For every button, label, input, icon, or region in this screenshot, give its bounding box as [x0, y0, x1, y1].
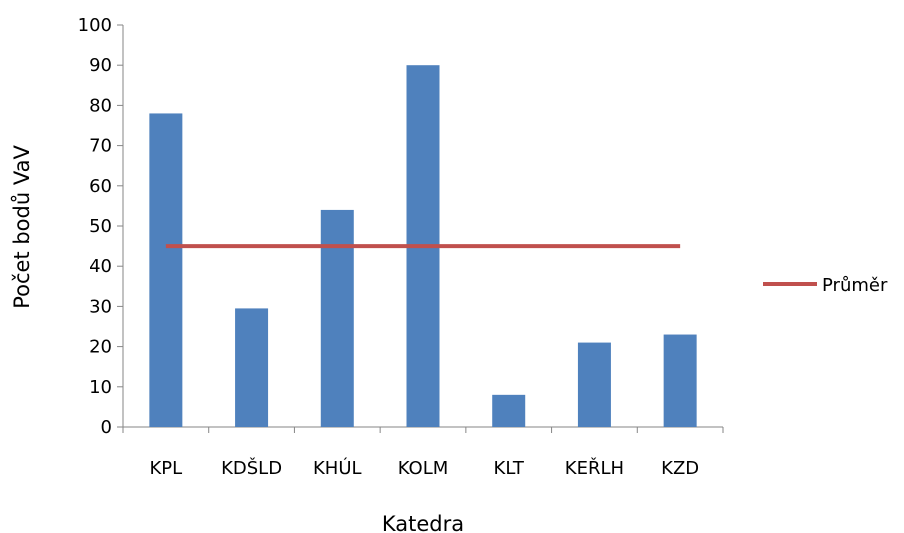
- y-axis: 0 10 20 30 40 50 60 70 80 90 100: [78, 15, 124, 438]
- x-axis-title: Katedra: [382, 512, 464, 533]
- x-tick-label: KEŘLH: [565, 457, 624, 479]
- x-tick-label: KLT: [494, 458, 525, 479]
- x-tick-label: KDŠLD: [221, 457, 282, 479]
- x-axis: KPL KDŠLD KHÚL KOLM KLT KEŘLH KZD: [122, 426, 724, 479]
- x-tick-label: KPL: [150, 458, 183, 479]
- y-tick-label: 10: [89, 377, 112, 398]
- y-ticks: 0 10 20 30 40 50 60 70 80 90 100: [78, 15, 123, 438]
- x-tick-label: KZD: [661, 458, 699, 479]
- bar: [663, 334, 697, 427]
- y-tick-label: 50: [89, 216, 112, 237]
- legend: Průměr: [763, 275, 888, 296]
- y-tick-label: 40: [89, 256, 112, 277]
- y-tick-label: 90: [89, 55, 112, 76]
- bar: [320, 209, 354, 427]
- y-tick-label: 80: [89, 95, 112, 116]
- y-tick-label: 70: [89, 136, 112, 157]
- bar: [577, 342, 611, 427]
- bar: [149, 113, 183, 427]
- x-tick-label: KHÚL: [313, 457, 362, 479]
- x-ticks: KPL KDŠLD KHÚL KOLM KLT KEŘLH KZD: [122, 427, 724, 479]
- y-tick-label: 60: [89, 176, 112, 197]
- y-axis-title: Počet bodů VaV: [10, 145, 34, 309]
- y-tick-label: 100: [78, 15, 112, 36]
- y-tick-label: 20: [89, 337, 112, 358]
- y-tick-label: 30: [89, 296, 112, 317]
- x-tick-label: KOLM: [398, 458, 449, 479]
- legend-label-prumer: Průměr: [822, 275, 888, 296]
- y-tick-label: 0: [101, 417, 112, 438]
- bar: [235, 308, 269, 427]
- bar: [492, 394, 526, 427]
